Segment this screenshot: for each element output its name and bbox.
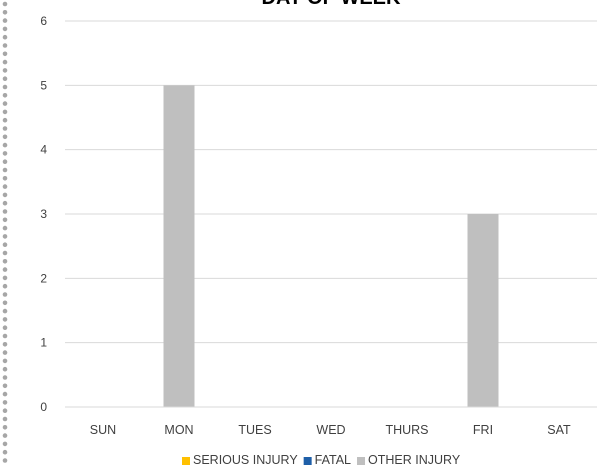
border-dot bbox=[2, 209, 8, 214]
border-dot bbox=[2, 308, 8, 314]
legend-swatch bbox=[357, 457, 366, 465]
border-dot bbox=[2, 408, 8, 414]
x-category-label: SUN bbox=[90, 423, 116, 437]
border-dot bbox=[2, 109, 8, 115]
border-dot bbox=[2, 34, 8, 40]
border-dot bbox=[2, 151, 8, 156]
x-category-label: THURS bbox=[385, 423, 428, 437]
border-dot bbox=[2, 375, 8, 380]
border-dot bbox=[2, 275, 8, 281]
border-dot bbox=[2, 126, 8, 131]
border-dot bbox=[2, 43, 8, 48]
border-dot bbox=[2, 366, 8, 372]
border-dot bbox=[2, 433, 8, 438]
legend-label: OTHER INJURY bbox=[368, 453, 461, 467]
border-dot bbox=[2, 76, 8, 81]
x-category-label: FRI bbox=[473, 423, 493, 437]
border-dot bbox=[2, 391, 8, 397]
border-dot bbox=[2, 1, 8, 7]
chart-title: DAY OF WEEK bbox=[262, 0, 401, 9]
border-dot bbox=[2, 51, 8, 57]
border-dot bbox=[2, 234, 8, 239]
border-dot bbox=[2, 317, 8, 322]
border-dot bbox=[2, 441, 8, 447]
border-dot bbox=[2, 416, 8, 422]
border-dot bbox=[2, 217, 8, 223]
border-dot bbox=[2, 200, 8, 206]
legend-label: SERIOUS INJURY bbox=[193, 453, 298, 467]
border-dot bbox=[2, 225, 8, 231]
y-tick-label: 2 bbox=[40, 271, 47, 285]
y-axis-ticks: 0 1 2 3 4 5 6 bbox=[40, 14, 47, 414]
border-dot bbox=[2, 458, 8, 463]
border-dot bbox=[2, 283, 8, 289]
x-category-label: SAT bbox=[547, 423, 571, 437]
border-dot bbox=[2, 192, 8, 198]
y-tick-label: 1 bbox=[40, 336, 47, 350]
x-category-label: WED bbox=[316, 423, 345, 437]
legend-label: FATAL bbox=[315, 453, 351, 467]
border-dot bbox=[2, 176, 8, 181]
y-tick-label: 3 bbox=[40, 207, 47, 221]
x-category-label: MON bbox=[164, 423, 193, 437]
border-dot bbox=[2, 101, 8, 106]
border-dot bbox=[2, 342, 8, 347]
border-dot bbox=[2, 134, 8, 140]
y-tick-label: 0 bbox=[40, 400, 47, 414]
border-dot bbox=[2, 167, 8, 173]
legend-swatch bbox=[303, 457, 312, 465]
border-dot bbox=[2, 142, 8, 148]
border-dot bbox=[2, 93, 8, 98]
border-dot bbox=[2, 425, 8, 430]
legend-swatch bbox=[182, 457, 190, 465]
border-dot bbox=[2, 117, 8, 123]
border-dot bbox=[2, 259, 8, 264]
x-category-label: TUES bbox=[238, 423, 271, 437]
border-dot bbox=[2, 184, 8, 189]
border-dot bbox=[2, 333, 8, 339]
y-tick-label: 5 bbox=[40, 78, 47, 92]
legend[interactable]: SERIOUS INJURY FATAL OTHER INJURY bbox=[182, 453, 461, 467]
border-dot bbox=[2, 400, 8, 405]
border-dot bbox=[2, 300, 8, 306]
border-dot bbox=[2, 292, 8, 297]
border-dot bbox=[2, 84, 8, 90]
border-dot bbox=[2, 68, 8, 73]
x-axis-categories: SUN MON TUES WED THURS FRI SAT bbox=[90, 423, 571, 437]
border-dot bbox=[2, 159, 8, 164]
border-dot bbox=[2, 383, 8, 389]
border-dot bbox=[2, 18, 8, 23]
left-border-dots bbox=[2, 1, 8, 463]
border-dot bbox=[2, 250, 8, 256]
bars bbox=[163, 85, 499, 407]
border-dot bbox=[2, 350, 8, 355]
border-dot bbox=[2, 358, 8, 364]
border-dot bbox=[2, 10, 8, 15]
border-dot bbox=[2, 242, 8, 247]
border-dot bbox=[2, 449, 8, 455]
border-dot bbox=[2, 325, 8, 331]
y-tick-label: 4 bbox=[40, 143, 47, 157]
bar-other-injury-mon bbox=[163, 85, 195, 407]
bar-other-injury-fri bbox=[467, 214, 499, 407]
gridlines bbox=[65, 20, 597, 344]
border-dot bbox=[2, 59, 8, 65]
border-dot bbox=[2, 26, 8, 32]
border-dot bbox=[2, 267, 8, 272]
y-tick-label: 6 bbox=[40, 14, 47, 28]
